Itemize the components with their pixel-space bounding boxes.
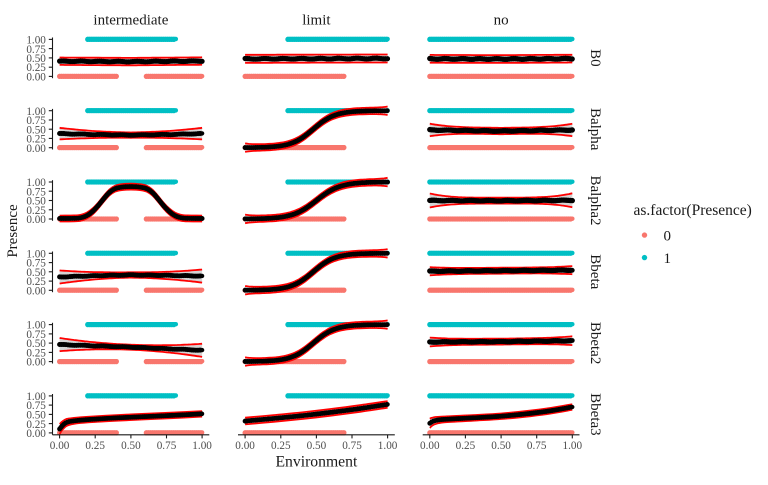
svg-text:0.00: 0.00 bbox=[26, 357, 46, 369]
svg-text:1.00: 1.00 bbox=[378, 440, 398, 452]
svg-text:0.25: 0.25 bbox=[26, 62, 46, 74]
svg-text:0.25: 0.25 bbox=[26, 276, 46, 288]
svg-text:0.25: 0.25 bbox=[85, 440, 105, 452]
svg-text:0.50: 0.50 bbox=[26, 53, 46, 65]
svg-text:0.00: 0.00 bbox=[26, 72, 46, 84]
svg-text:0.75: 0.75 bbox=[26, 400, 46, 412]
svg-text:0.50: 0.50 bbox=[26, 196, 46, 208]
svg-text:0.00: 0.00 bbox=[235, 440, 255, 452]
svg-text:0.00: 0.00 bbox=[50, 440, 70, 452]
svg-text:0.50: 0.50 bbox=[26, 338, 46, 350]
svg-text:1.00: 1.00 bbox=[26, 248, 46, 260]
svg-text:0.25: 0.25 bbox=[26, 419, 46, 431]
svg-text:0.00: 0.00 bbox=[26, 285, 46, 297]
svg-text:Environment: Environment bbox=[275, 454, 358, 471]
svg-text:0.50: 0.50 bbox=[307, 440, 327, 452]
svg-text:Balpha: Balpha bbox=[587, 108, 603, 151]
svg-text:0.00: 0.00 bbox=[420, 440, 440, 452]
svg-text:Balpha2: Balpha2 bbox=[587, 176, 603, 226]
svg-text:as.factor(Presence): as.factor(Presence) bbox=[634, 202, 752, 219]
svg-text:0.00: 0.00 bbox=[26, 428, 46, 440]
svg-text:1.00: 1.00 bbox=[192, 440, 212, 452]
svg-text:0.75: 0.75 bbox=[26, 44, 46, 56]
svg-text:0.75: 0.75 bbox=[26, 329, 46, 341]
svg-text:0.50: 0.50 bbox=[121, 440, 141, 452]
svg-text:0.75: 0.75 bbox=[26, 258, 46, 270]
svg-text:0.25: 0.25 bbox=[271, 440, 291, 452]
svg-text:1: 1 bbox=[664, 251, 672, 267]
svg-text:limit: limit bbox=[302, 13, 331, 29]
svg-text:0.00: 0.00 bbox=[26, 214, 46, 226]
svg-text:Bbeta2: Bbeta2 bbox=[587, 322, 603, 365]
svg-text:0.50: 0.50 bbox=[491, 440, 511, 452]
svg-text:0.75: 0.75 bbox=[157, 440, 177, 452]
svg-text:B0: B0 bbox=[587, 49, 603, 67]
svg-text:0.50: 0.50 bbox=[26, 410, 46, 422]
svg-text:0.50: 0.50 bbox=[26, 267, 46, 279]
svg-text:1.00: 1.00 bbox=[26, 391, 46, 403]
svg-text:0.25: 0.25 bbox=[26, 205, 46, 217]
svg-text:1.00: 1.00 bbox=[26, 106, 46, 118]
svg-text:Bbeta: Bbeta bbox=[587, 254, 603, 289]
svg-text:0.50: 0.50 bbox=[26, 124, 46, 136]
svg-text:1.00: 1.00 bbox=[26, 35, 46, 47]
svg-text:Bbeta3: Bbeta3 bbox=[587, 393, 603, 436]
svg-text:0.25: 0.25 bbox=[26, 348, 46, 360]
svg-text:1.00: 1.00 bbox=[563, 440, 583, 452]
svg-text:Presence: Presence bbox=[5, 204, 21, 258]
svg-text:1.00: 1.00 bbox=[26, 177, 46, 189]
svg-text:0.25: 0.25 bbox=[26, 134, 46, 146]
svg-text:0.75: 0.75 bbox=[342, 440, 362, 452]
svg-text:intermediate: intermediate bbox=[93, 13, 168, 29]
svg-text:0.25: 0.25 bbox=[456, 440, 476, 452]
svg-text:0.75: 0.75 bbox=[527, 440, 547, 452]
svg-text:0.00: 0.00 bbox=[26, 143, 46, 155]
svg-text:0.75: 0.75 bbox=[26, 186, 46, 198]
svg-text:0: 0 bbox=[664, 228, 672, 244]
svg-text:no: no bbox=[494, 13, 509, 29]
svg-text:0.75: 0.75 bbox=[26, 115, 46, 127]
svg-text:1.00: 1.00 bbox=[26, 320, 46, 332]
